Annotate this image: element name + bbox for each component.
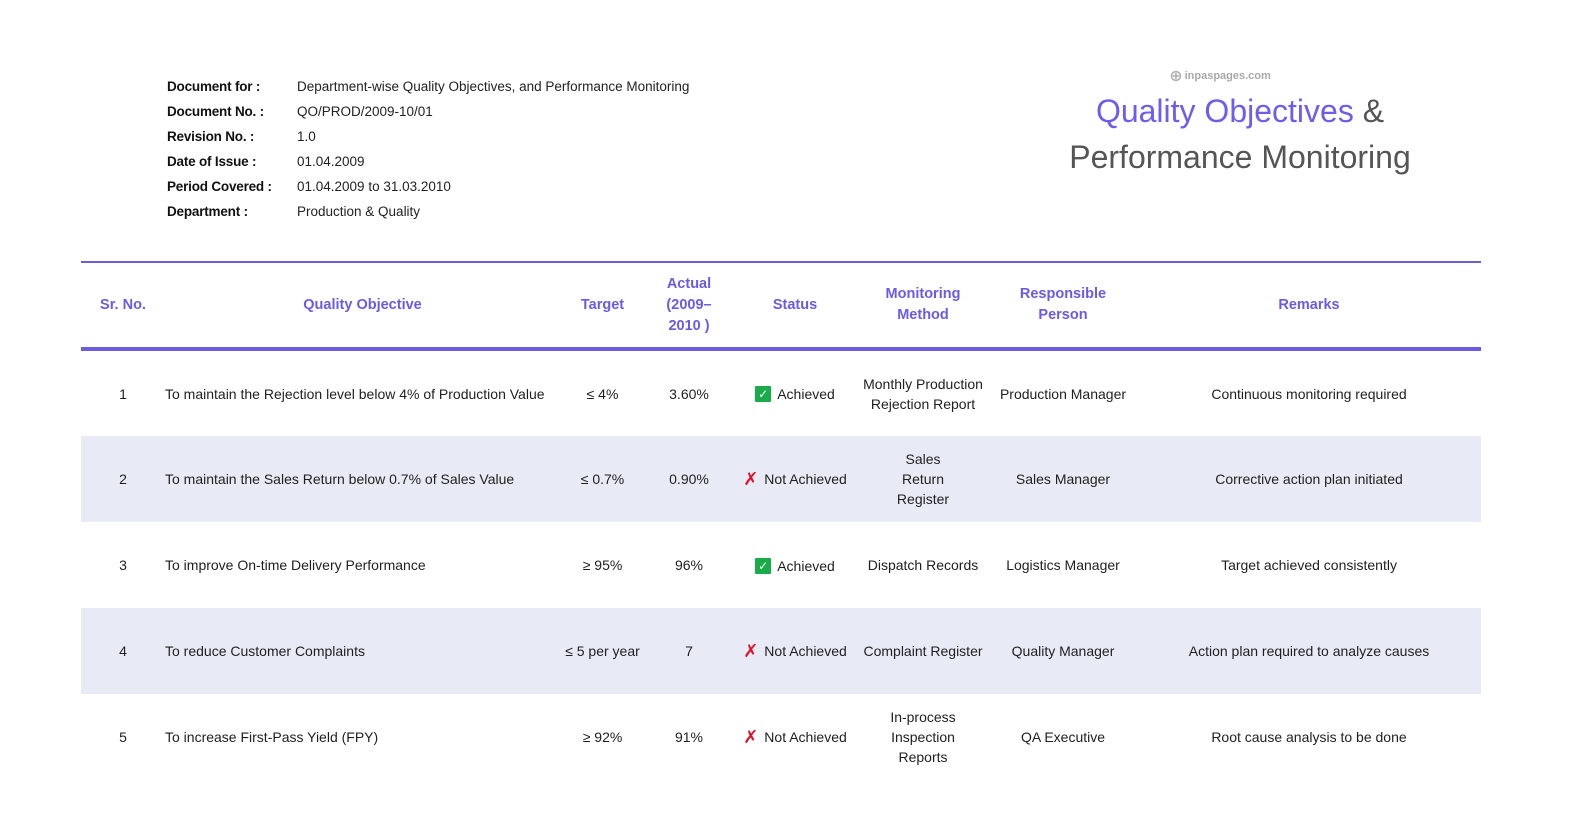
cell-objective: To maintain the Sales Return below 0.7% … — [165, 471, 515, 487]
cell-status: ✗ Not Achieved — [733, 436, 857, 522]
cell-actual: 96% — [674, 557, 704, 573]
cell-method: Complaint Register — [863, 643, 983, 659]
status-label: Achieved — [777, 386, 835, 402]
header-responsible-person: Responsible Person — [1019, 286, 1107, 323]
cell-remarks: Action plan required to analyze causes — [1188, 643, 1430, 659]
meta-value: 01.04.2009 to 31.03.2010 — [297, 179, 451, 194]
cell-actual: 91% — [674, 729, 704, 745]
cell-target: ≤ 5 per year — [565, 643, 640, 659]
header-remarks: Remarks — [1278, 296, 1340, 313]
quality-objectives-table: Sr. No. Quality Objective Target Actual … — [81, 261, 1481, 780]
table-row: 1 To maintain the Rejection level below … — [81, 350, 1481, 436]
cross-icon: ✗ — [743, 468, 759, 489]
table-row: 4 To reduce Customer Complaints ≤ 5 per … — [81, 608, 1481, 694]
header-sr-no: Sr. No. — [100, 296, 146, 313]
meta-label: Date of Issue : — [167, 154, 257, 169]
meta-label: Document No. : — [167, 104, 264, 119]
status-label: Not Achieved — [764, 470, 847, 487]
meta-label: Revision No. : — [167, 129, 255, 144]
cell-person: Quality Manager — [1011, 643, 1115, 659]
cell-objective: To maintain the Rejection level below 4%… — [165, 385, 545, 402]
cell-method: In-process Inspection Reports — [890, 709, 956, 765]
cell-remarks: Corrective action plan initiated — [1215, 471, 1403, 487]
cell-method: Sales Return Register — [896, 451, 950, 507]
meta-label: Document for : — [167, 79, 261, 94]
cell-person: Production Manager — [999, 385, 1127, 402]
brand-block: ⊕ inpaspages.com Quality Objectives & Pe… — [1040, 64, 1440, 180]
meta-label: Department : — [167, 204, 248, 219]
cell-target: ≤ 0.7% — [580, 471, 625, 487]
title-line2: Performance Monitoring — [1069, 139, 1411, 175]
cell-status: ✓ Achieved — [733, 522, 857, 608]
title-ampersand: & — [1353, 93, 1385, 129]
cell-remarks: Continuous monitoring required — [1211, 385, 1407, 402]
cell-remarks: Target achieved consistently — [1221, 557, 1397, 573]
header-target: Target — [580, 296, 625, 313]
cell-sr: 4 — [119, 643, 127, 659]
meta-value: QO/PROD/2009-10/01 — [297, 104, 433, 119]
table-row: 3 To improve On-time Delivery Performanc… — [81, 522, 1481, 608]
meta-label: Period Covered : — [167, 179, 272, 194]
cell-target: ≤ 4% — [586, 385, 619, 402]
meta-row-document-for: Document for : Department-wise Quality O… — [167, 74, 689, 99]
cell-person: Sales Manager — [1015, 471, 1111, 487]
meta-value: 01.04.2009 — [297, 154, 365, 169]
cell-remarks: Root cause analysis to be done — [1211, 729, 1407, 745]
cell-objective: To reduce Customer Complaints — [165, 643, 365, 659]
page-title: Quality Objectives & Performance Monitor… — [1040, 88, 1440, 180]
cell-actual: 0.90% — [669, 471, 709, 487]
status-label: Achieved — [777, 557, 835, 574]
header-double-rule — [81, 347, 1481, 351]
cell-method: Monthly Production Rejection Report — [863, 375, 983, 412]
site-logo: ⊕ inpaspages.com — [1000, 64, 1440, 88]
cell-sr: 3 — [119, 557, 127, 573]
table-row: 2 To maintain the Sales Return below 0.7… — [81, 436, 1481, 522]
cell-objective: To improve On-time Delivery Performance — [165, 557, 426, 573]
cell-actual: 7 — [685, 643, 693, 659]
title-accent: Quality Objectives — [1095, 93, 1354, 129]
cell-sr: 1 — [119, 385, 127, 402]
cell-target: ≥ 92% — [582, 729, 623, 745]
cross-icon: ✗ — [743, 726, 759, 747]
check-icon: ✓ — [755, 557, 772, 574]
cell-sr: 5 — [119, 729, 127, 745]
status-label: Not Achieved — [764, 642, 847, 659]
header-quality-objective: Quality Objective — [303, 296, 422, 313]
cell-status: ✗ Not Achieved — [733, 608, 857, 694]
cell-method: Dispatch Records — [867, 557, 979, 573]
cell-status: ✓ Achieved — [733, 350, 857, 436]
cell-actual: 3.60% — [669, 385, 709, 402]
document-info: Document for : Department-wise Quality O… — [167, 74, 689, 224]
cell-person: QA Executive — [1020, 729, 1106, 745]
cell-sr: 2 — [119, 471, 127, 487]
cell-objective: To increase First-Pass Yield (FPY) — [165, 729, 379, 745]
meta-row-date-of-issue: Date of Issue : 01.04.2009 — [167, 149, 689, 174]
meta-row-revision-no: Revision No. : 1.0 — [167, 124, 689, 149]
check-icon: ✓ — [755, 386, 772, 402]
globe-cross-icon: ⊕ — [1169, 68, 1183, 85]
cell-status: ✗ Not Achieved — [733, 694, 857, 780]
table-header: Sr. No. Quality Objective Target Actual … — [81, 262, 1481, 348]
header-status: Status — [772, 296, 818, 313]
meta-value: 1.0 — [297, 129, 316, 144]
meta-row-period-covered: Period Covered : 01.04.2009 to 31.03.201… — [167, 174, 689, 199]
logo-text: inpaspages.com — [1184, 70, 1271, 82]
meta-row-department: Department : Production & Quality — [167, 199, 689, 224]
header-actual: Actual (2009–2010 ) — [666, 275, 712, 334]
meta-value: Department-wise Quality Objectives, and … — [297, 79, 690, 94]
meta-value: Production & Quality — [297, 204, 421, 219]
cross-icon: ✗ — [743, 640, 759, 661]
header-monitoring-method: Monitoring Method — [885, 286, 961, 323]
cell-person: Logistics Manager — [1006, 557, 1120, 573]
cell-target: ≥ 95% — [582, 557, 623, 573]
table-row: 5 To increase First-Pass Yield (FPY) ≥ 9… — [81, 694, 1481, 780]
meta-row-document-no: Document No. : QO/PROD/2009-10/01 — [167, 99, 689, 124]
status-label: Not Achieved — [764, 728, 847, 745]
